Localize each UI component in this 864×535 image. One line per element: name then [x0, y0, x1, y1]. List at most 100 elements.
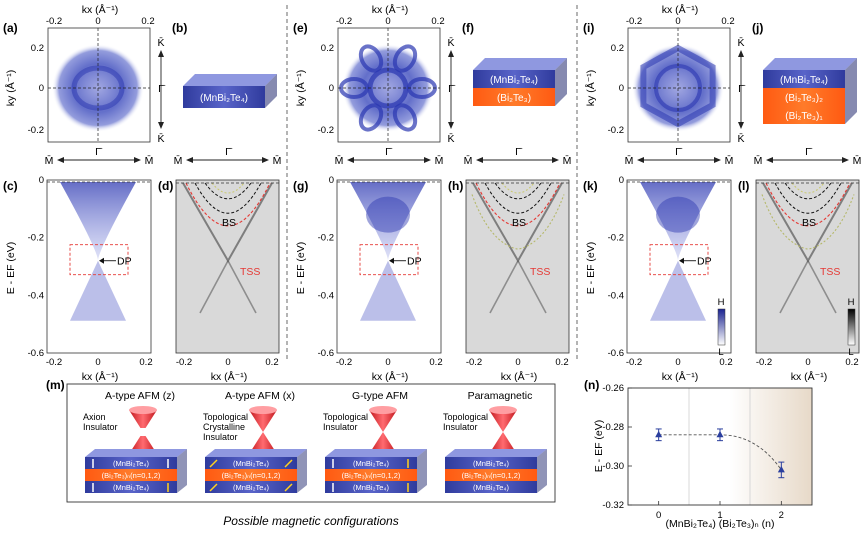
m-gamma-m-axis: M̄ Γ̄ M̄ [174, 146, 282, 167]
panel-label: (k) [583, 179, 598, 193]
ky-tick: 0.2 [321, 43, 334, 54]
layer-label: (Bi₂Te₃)ₙ(n=0,1,2) [102, 471, 161, 480]
layer-label: (MnBi₂Te₄) [113, 483, 149, 492]
kx-label: kx (Å⁻¹) [211, 370, 247, 383]
kx-tick: 0.2 [555, 357, 568, 368]
fermi-surface-map: -0.2 0 0.2 0.2 0 -0.2 kx (Å⁻¹) ky (Å⁻¹) K̄ Γ̄ K̄ [584, 3, 746, 145]
ky-tick: 0 [619, 83, 624, 94]
energy-tick: -0.6 [318, 348, 334, 359]
kx-label: kx (Å⁻¹) [82, 370, 118, 383]
energy-tick: -0.2 [608, 233, 624, 244]
panel-label: (g) [293, 179, 308, 193]
slab-layer-label: (MnBi₂Te₄) [780, 75, 828, 86]
kx-tick: -0.2 [176, 357, 192, 368]
energy-tick: -0.6 [28, 348, 44, 359]
kx-tick: -0.2 [756, 357, 772, 368]
kx-tick: 0 [805, 357, 810, 368]
x-tick-label: 1 [717, 510, 722, 521]
kx-label: kx (Å⁻¹) [372, 370, 408, 383]
energy-axis-label: E - EF (eV) [585, 242, 597, 295]
kx-tick: 0.2 [845, 357, 858, 368]
panel-label: (e) [293, 21, 308, 35]
kx-tick: 0 [675, 357, 680, 368]
energy-tick: 0 [619, 175, 624, 186]
kx-tick: 0 [95, 357, 100, 368]
energy-axis-label: E - EF (eV) [5, 242, 17, 295]
bulk-state-label: BS [512, 217, 526, 229]
kx-tick: 0.2 [431, 16, 444, 27]
slab-layer-label: (MnBi₂Te₄) [490, 75, 538, 86]
layer-label: (MnBi₂Te₄) [353, 459, 389, 468]
phase-label: Crystalline [203, 422, 245, 432]
kx-tick: 0.2 [429, 357, 442, 368]
gamma-point-label: Γ̄ [805, 146, 813, 158]
energy-tick: 0 [329, 175, 334, 186]
panel-label: (h) [448, 179, 463, 193]
m-point-label: M̄ [563, 154, 572, 167]
y-tick-label: -0.26 [602, 383, 624, 394]
kx-tick: 0 [385, 357, 390, 368]
k-point-label: K̄ [737, 36, 744, 49]
layer-structure-slab: (MnBi₂Te₄) [183, 74, 277, 108]
fermi-surface-map: -0.2 0 0.2 0.2 0 -0.2 kx (Å⁻¹) ky (Å⁻¹) K̄ Γ̄ K̄ [4, 3, 166, 145]
m-point-label: M̄ [464, 154, 473, 167]
ky-label: ky (Å⁻¹) [4, 70, 17, 106]
panel-label-n: (n) [584, 378, 599, 392]
kx-label: kx (Å⁻¹) [791, 370, 827, 383]
kx-tick: -0.2 [336, 357, 352, 368]
y-tick-label: -0.32 [602, 500, 624, 511]
k-point-label: K̄ [157, 132, 164, 145]
kx-tick: -0.2 [46, 16, 62, 27]
colorbar-blue: HL [718, 297, 726, 358]
colorbar-high: H [718, 297, 725, 308]
kx-tick: 0 [675, 16, 680, 27]
gamma-point-label: Γ̄ [385, 146, 393, 158]
spin-arrow [284, 483, 293, 492]
spin-arrow [209, 459, 218, 468]
surface-state-label: TSS [240, 266, 260, 278]
phase-label: Topological [323, 412, 368, 422]
kx-tick: 0 [95, 16, 100, 27]
energy-tick: -0.4 [318, 290, 334, 301]
gamma-point-label: Γ̄ [675, 146, 683, 158]
arpes-band-map: DP 0 -0.2 -0.4 -0.6 E - EF (eV) -0.2 0 0.2 kx (Å⁻… [5, 175, 153, 383]
ky-tick: -0.2 [28, 125, 44, 136]
energy-tick: -0.4 [608, 290, 624, 301]
data-point [777, 461, 785, 479]
panel-label-m: (m) [46, 378, 65, 392]
m-point-label: M̄ [754, 154, 763, 167]
colorbar-low: L [718, 347, 723, 358]
kx-tick: 0 [225, 357, 230, 368]
colorbar-low: L [848, 347, 853, 358]
m-point-label: M̄ [335, 154, 344, 167]
kx-tick: 0.2 [721, 16, 734, 27]
phase-label: Insulator [443, 422, 478, 432]
layer-label: (Bi₂Te₃)ₙ(n=0,1,2) [462, 471, 521, 480]
gamma-point-label: Γ̄ [158, 83, 166, 95]
panel-label: (b) [172, 21, 187, 35]
phase-label: Topological [203, 412, 248, 422]
y-tick-label: -0.30 [602, 461, 624, 472]
m-point-label: M̄ [273, 154, 282, 167]
m-gamma-m-axis: M̄ Γ̄ M̄ [45, 146, 154, 167]
bulk-state-label: BS [802, 217, 816, 229]
slab-layer-label: (Bi₂Te₃)₂ [785, 93, 823, 104]
kx-tick: 0.2 [265, 357, 278, 368]
m-point-label: M̄ [174, 154, 183, 167]
layer-label: (MnBi₂Te₄) [113, 459, 149, 468]
energy-tick: -0.4 [28, 290, 44, 301]
slab-layer-label: (Bi₂Te₃) [497, 93, 531, 104]
phase-label: Insulator [323, 422, 358, 432]
spin-arrow [284, 459, 293, 468]
kx-label: kx (Å⁻¹) [501, 370, 537, 383]
config-caption: Possible magnetic configurations [223, 514, 398, 528]
column-1: (a) (b) (c) (d) -0.2 0 0.2 0.2 0 -0.2 kx (Å⁻¹) ky (… [3, 3, 281, 383]
panel-label: (c) [3, 179, 18, 193]
panel-label: (d) [158, 179, 173, 193]
kx-tick: 0.2 [139, 357, 152, 368]
phase-label: Insulator [203, 432, 238, 442]
